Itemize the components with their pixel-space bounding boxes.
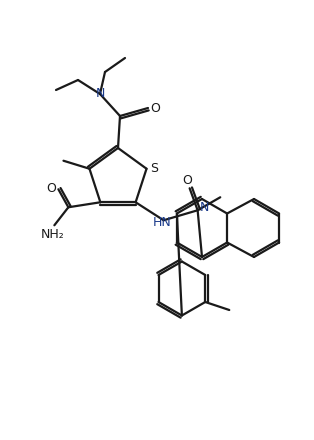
Text: S: S — [150, 162, 159, 175]
Text: O: O — [183, 174, 192, 187]
Text: O: O — [150, 102, 160, 114]
Text: NH₂: NH₂ — [41, 228, 64, 241]
Text: HN: HN — [152, 216, 171, 229]
Text: O: O — [46, 182, 56, 195]
Text: N: N — [199, 201, 209, 213]
Text: N: N — [95, 87, 105, 99]
